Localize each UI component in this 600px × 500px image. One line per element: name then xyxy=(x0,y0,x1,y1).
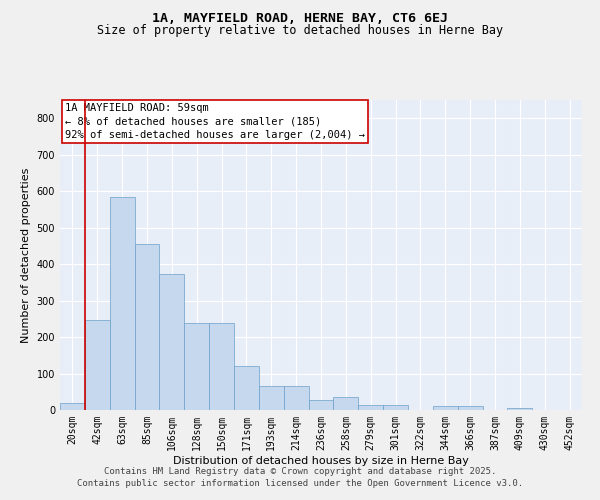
Text: 1A, MAYFIELD ROAD, HERNE BAY, CT6 6EJ: 1A, MAYFIELD ROAD, HERNE BAY, CT6 6EJ xyxy=(152,12,448,26)
Bar xyxy=(110,196,134,410)
Bar xyxy=(209,323,234,410)
Bar xyxy=(284,386,308,410)
Bar xyxy=(134,244,160,410)
Bar xyxy=(259,386,284,410)
Bar xyxy=(308,400,334,410)
Bar xyxy=(234,366,259,410)
Bar xyxy=(184,323,209,410)
Bar xyxy=(358,406,383,410)
X-axis label: Distribution of detached houses by size in Herne Bay: Distribution of detached houses by size … xyxy=(173,456,469,466)
Bar xyxy=(334,396,358,410)
Bar xyxy=(458,406,482,410)
Bar xyxy=(433,406,458,410)
Bar xyxy=(508,408,532,410)
Text: Size of property relative to detached houses in Herne Bay: Size of property relative to detached ho… xyxy=(97,24,503,37)
Text: Contains HM Land Registry data © Crown copyright and database right 2025.
Contai: Contains HM Land Registry data © Crown c… xyxy=(77,466,523,487)
Bar xyxy=(160,274,184,410)
Y-axis label: Number of detached properties: Number of detached properties xyxy=(21,168,31,342)
Text: 1A MAYFIELD ROAD: 59sqm
← 8% of detached houses are smaller (185)
92% of semi-de: 1A MAYFIELD ROAD: 59sqm ← 8% of detached… xyxy=(65,103,365,140)
Bar xyxy=(85,320,110,410)
Bar xyxy=(383,406,408,410)
Bar xyxy=(60,404,85,410)
